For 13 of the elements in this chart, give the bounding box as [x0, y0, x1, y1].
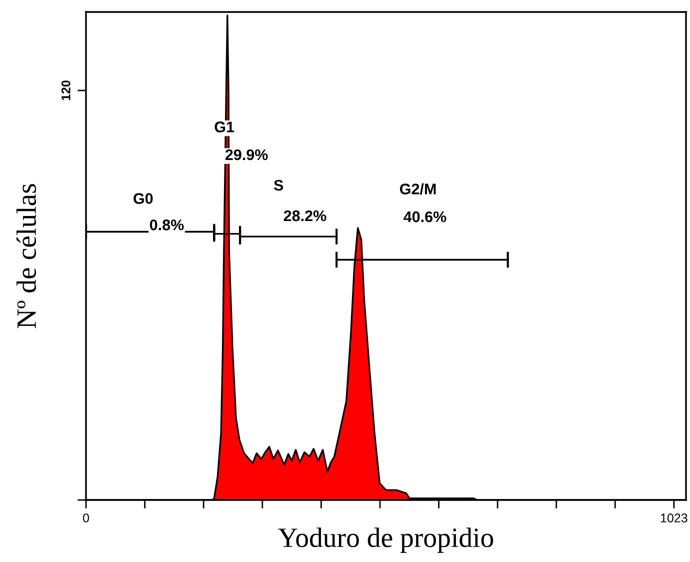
annotation: 28.2%	[284, 210, 326, 222]
annotation: 29.9%	[225, 149, 268, 160]
y-tick-label: 120	[61, 80, 70, 100]
x-tick-label: 1023	[660, 514, 688, 522]
annotation: S	[274, 180, 284, 191]
annotation: G1	[214, 122, 234, 132]
annotation: G0	[134, 193, 153, 204]
annotation: 40.6%	[404, 211, 446, 222]
x-tick-label: 0	[83, 514, 89, 522]
annotation: G2/M	[400, 183, 436, 195]
y-axis-title: Nº de células	[16, 184, 36, 328]
annotation: 0.8%	[150, 220, 184, 230]
x-axis-title: Yoduro de propidio	[278, 528, 494, 553]
